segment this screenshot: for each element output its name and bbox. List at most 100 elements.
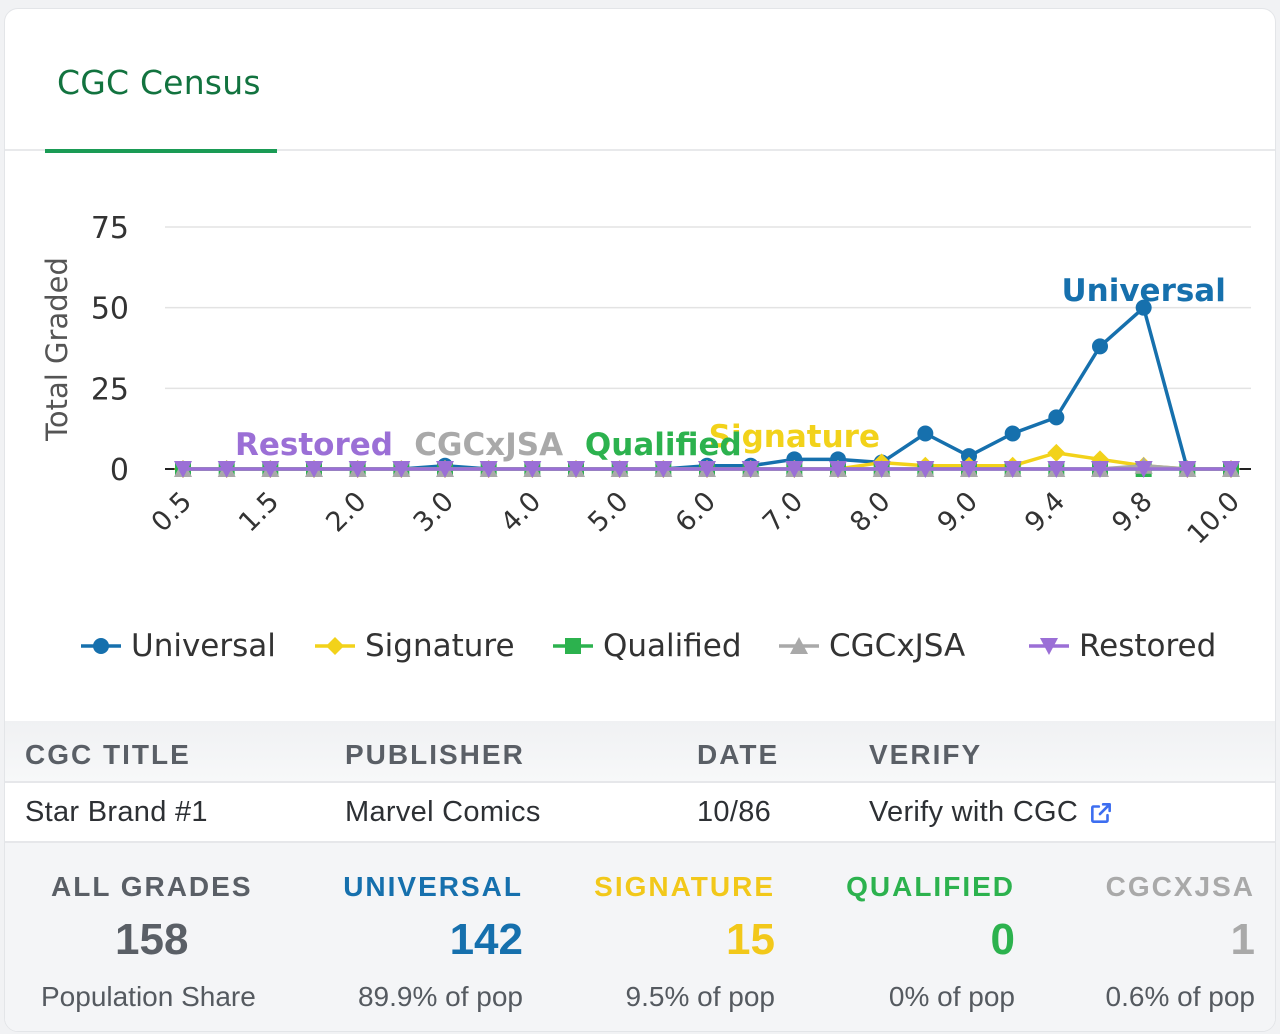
data-point-restored[interactable] <box>654 461 673 478</box>
y-axis-label: Total Graded <box>40 257 74 442</box>
data-point-restored[interactable] <box>610 461 629 478</box>
data-point-restored[interactable] <box>348 461 367 478</box>
data-point-restored[interactable] <box>174 461 192 478</box>
legend-label: CGCxJSA <box>829 628 966 664</box>
data-point-restored[interactable] <box>960 461 978 478</box>
legend-label: Qualified <box>603 628 742 664</box>
y-tick-label: 75 <box>91 211 129 246</box>
data-point-restored[interactable] <box>829 461 847 478</box>
tab-bar: CGC Census <box>5 9 1275 153</box>
data-point-restored[interactable] <box>1003 461 1022 478</box>
x-tick-label: 8.0 <box>844 486 896 538</box>
external-link-icon <box>1091 802 1112 823</box>
verify-link-label: Verify with CGC <box>869 796 1079 828</box>
stat-subtext: 0.6% of pop <box>1105 981 1255 1012</box>
stat-subtext: Population Share <box>41 981 256 1012</box>
stat-label: CGCXJSA <box>1105 871 1255 902</box>
x-tick-label: 10.0 <box>1182 486 1246 550</box>
legend-marker-icon <box>81 638 121 654</box>
stat-subtext: 0% of pop <box>888 981 1015 1012</box>
data-point-restored[interactable] <box>567 461 585 478</box>
x-tick-label: 6.0 <box>670 486 722 538</box>
stat-label: ALL GRADES <box>51 871 253 902</box>
table-row: Star Brand #1 Marvel Comics 10/86 Verify… <box>5 781 1275 843</box>
stat-subtext: 89.9% of pop <box>357 981 523 1012</box>
series-restored <box>174 461 1240 478</box>
data-point-restored[interactable] <box>305 461 323 478</box>
series-annotation: CGCxJSA <box>414 427 563 463</box>
x-tick-label: 9.4 <box>1019 486 1071 538</box>
verify-with-cgc-link[interactable]: Verify with CGC <box>869 796 1114 829</box>
stat-qualified: QUALIFIED 0 0% of pop <box>785 843 1025 1031</box>
data-point-restored[interactable] <box>1047 461 1066 478</box>
cell-publisher: Marvel Comics <box>345 796 541 828</box>
x-tick-label: 9.0 <box>932 486 984 538</box>
tab-cgc-census[interactable]: CGC Census <box>45 9 277 153</box>
data-point-restored[interactable] <box>741 461 760 478</box>
x-tick-label: 3.0 <box>408 486 460 538</box>
legend-item-cgcxjsa[interactable]: CGCxJSA <box>777 621 965 671</box>
stat-universal: UNIVERSAL 142 89.9% of pop <box>295 843 535 1031</box>
x-tick-label: 0.5 <box>146 486 198 538</box>
legend-item-universal[interactable]: Universal <box>79 621 276 671</box>
data-point-restored[interactable] <box>698 461 716 478</box>
data-point-universal[interactable] <box>1004 425 1021 442</box>
stat-signature: SIGNATURE 15 9.5% of pop <box>535 843 785 1031</box>
active-tab-indicator <box>45 149 277 153</box>
data-point-signature[interactable] <box>1047 443 1066 462</box>
series-annotation: Qualified <box>585 427 742 463</box>
series-annotation: Restored <box>235 427 393 463</box>
data-point-universal[interactable] <box>1092 338 1108 355</box>
cell-title: Star Brand #1 <box>25 796 208 828</box>
header-cgc-title: CGC TITLE <box>25 739 191 770</box>
y-tick-label: 0 <box>110 453 129 488</box>
data-point-restored[interactable] <box>1178 461 1197 478</box>
stat-cgcxjsa: CGCXJSA 1 0.6% of pop <box>1025 843 1255 1031</box>
y-tick-label: 50 <box>91 292 129 327</box>
census-line-chart: 0 25 50 75 Total Graded 0.5 1.5 2.0 3.0 4.0 5.0 6.0… <box>40 211 1251 550</box>
x-tick-label: 4.0 <box>495 486 547 538</box>
series-annotation: Universal <box>1061 273 1225 309</box>
stat-label: QUALIFIED <box>846 871 1015 902</box>
legend-item-restored[interactable]: Restored <box>1027 621 1216 671</box>
x-tick-label: 5.0 <box>582 486 634 538</box>
legend-item-qualified[interactable]: Qualified <box>551 621 742 671</box>
legend-marker-icon <box>553 638 593 654</box>
data-point-restored[interactable] <box>392 461 411 478</box>
stat-all-grades: ALL GRADES 158 Population Share <box>5 843 295 1031</box>
legend-marker-icon <box>1029 638 1069 655</box>
data-point-restored[interactable] <box>479 461 498 478</box>
legend-item-signature[interactable]: Signature <box>313 621 515 671</box>
header-verify: VERIFY <box>869 739 983 770</box>
data-point-restored[interactable] <box>785 461 804 478</box>
header-date: DATE <box>697 739 780 770</box>
legend-marker-icon <box>779 637 819 654</box>
stat-value: 15 <box>726 915 775 964</box>
data-point-restored[interactable] <box>1222 461 1240 478</box>
header-publisher: PUBLISHER <box>345 739 525 770</box>
cgc-census-card: CGC Census 0 25 50 75 Total Graded 0.5 1.5 2.0 3… <box>4 8 1276 1032</box>
x-tick-label: 1.5 <box>233 486 285 538</box>
data-point-restored[interactable] <box>261 461 280 478</box>
legend-label: Restored <box>1079 628 1217 664</box>
data-point-restored[interactable] <box>523 461 542 478</box>
stat-value: 158 <box>115 915 189 964</box>
data-point-restored[interactable] <box>436 461 454 478</box>
tab-label: CGC Census <box>57 63 261 102</box>
data-point-restored[interactable] <box>916 461 935 478</box>
stat-value: 1 <box>1230 915 1255 964</box>
data-point-restored[interactable] <box>217 461 236 478</box>
stat-value: 142 <box>449 915 523 964</box>
data-point-universal[interactable] <box>1135 299 1152 316</box>
table-header: CGC TITLE PUBLISHER DATE VERIFY <box>5 721 1275 783</box>
data-point-universal[interactable] <box>961 448 977 465</box>
data-point-universal[interactable] <box>1048 409 1065 426</box>
legend-label: Signature <box>365 628 515 664</box>
stat-label: SIGNATURE <box>594 871 775 902</box>
data-point-restored[interactable] <box>1134 461 1153 478</box>
data-point-restored[interactable] <box>872 461 891 478</box>
data-point-universal[interactable] <box>917 425 934 442</box>
x-tick-label: 9.8 <box>1106 486 1158 538</box>
data-point-restored[interactable] <box>1091 461 1109 478</box>
y-tick-label: 25 <box>91 372 129 407</box>
